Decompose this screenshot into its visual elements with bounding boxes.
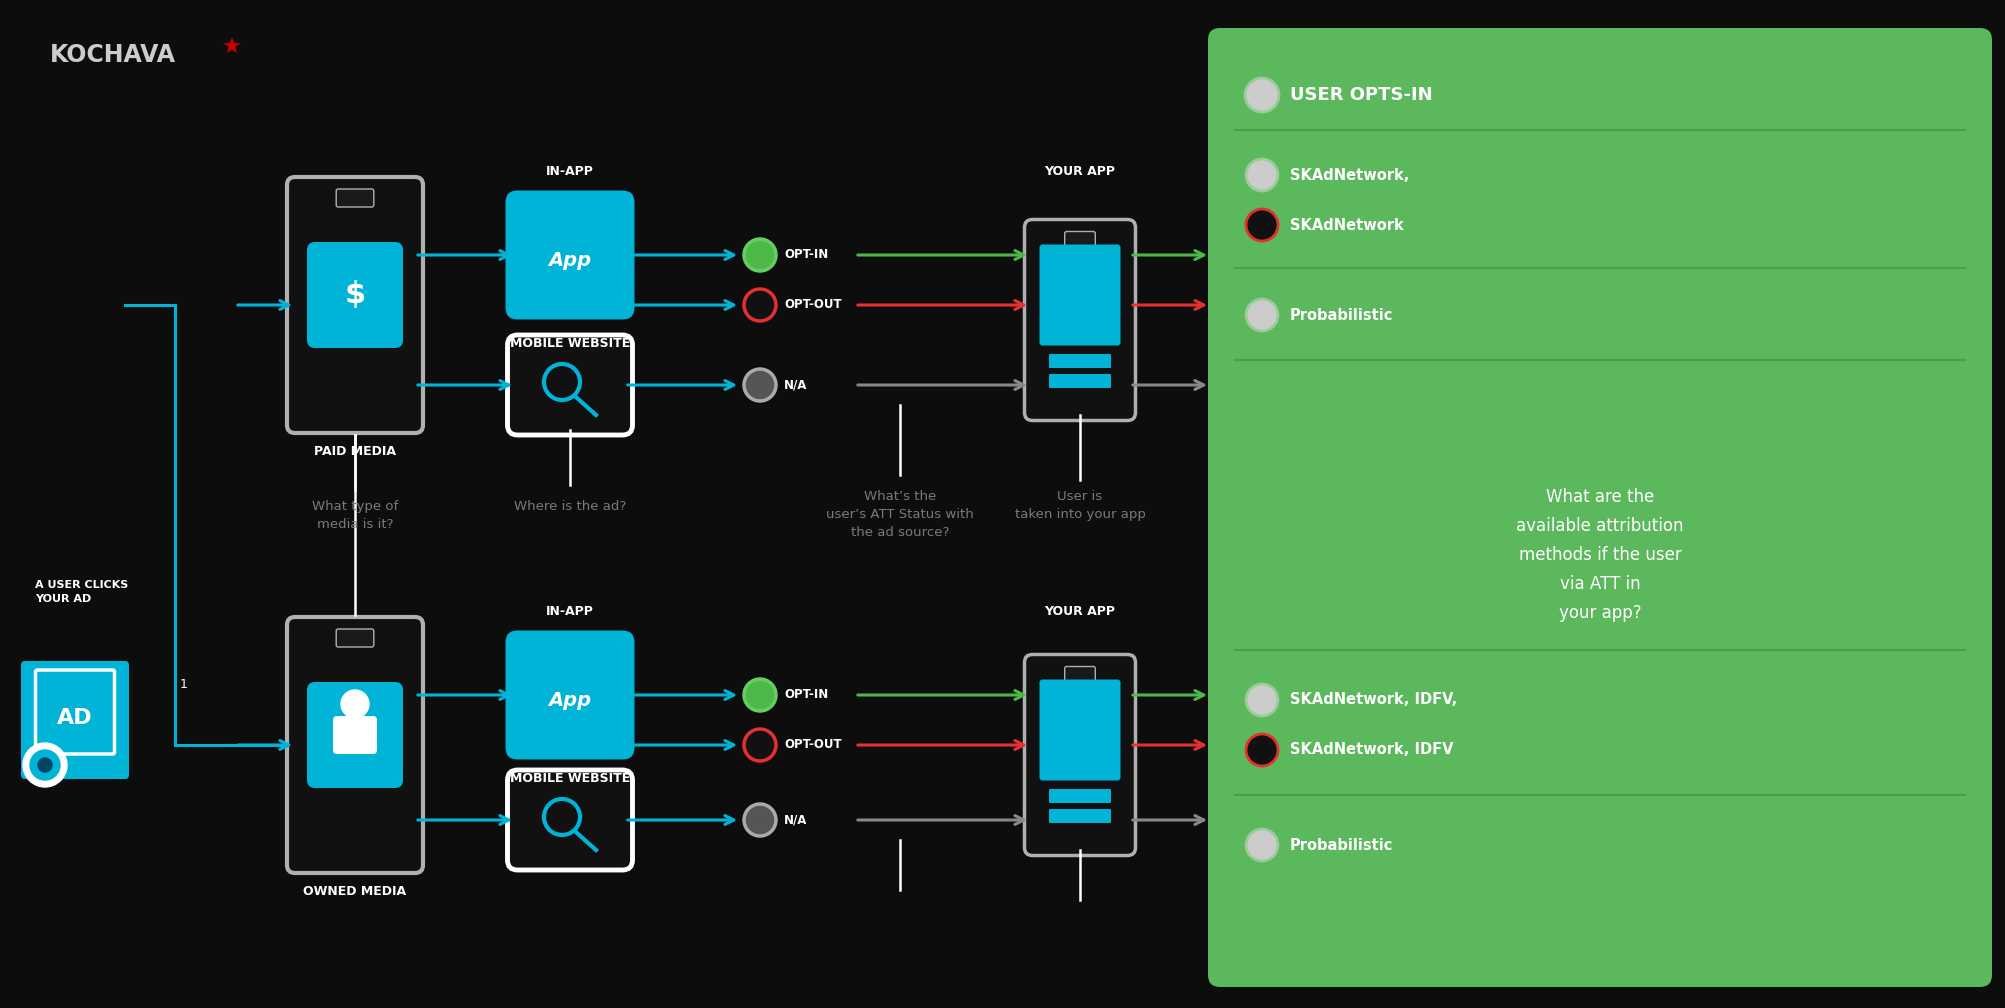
Circle shape — [1245, 78, 1279, 112]
FancyBboxPatch shape — [1049, 789, 1111, 803]
FancyBboxPatch shape — [1049, 809, 1111, 823]
Text: PAID MEDIA: PAID MEDIA — [315, 445, 397, 458]
Text: MOBILE WEBSITE: MOBILE WEBSITE — [509, 772, 630, 785]
Text: N/A: N/A — [784, 378, 808, 391]
Circle shape — [1245, 684, 1277, 716]
Circle shape — [744, 289, 776, 321]
FancyBboxPatch shape — [287, 177, 423, 433]
Circle shape — [1245, 209, 1277, 241]
FancyBboxPatch shape — [505, 191, 634, 320]
Circle shape — [744, 239, 776, 271]
Circle shape — [744, 729, 776, 761]
Text: IN-APP: IN-APP — [545, 165, 593, 178]
FancyBboxPatch shape — [337, 190, 373, 207]
Circle shape — [1245, 299, 1277, 331]
Text: OWNED MEDIA: OWNED MEDIA — [303, 885, 407, 898]
FancyBboxPatch shape — [1207, 28, 1993, 987]
Text: A USER CLICKS
YOUR AD: A USER CLICKS YOUR AD — [34, 580, 128, 604]
Circle shape — [1245, 829, 1277, 861]
Text: What’s the
user’s ATT Status with
the ad source?: What’s the user’s ATT Status with the ad… — [826, 490, 974, 539]
Text: What are the
available attribution
methods if the user
via ATT in
your app?: What are the available attribution metho… — [1516, 488, 1684, 622]
Text: AD: AD — [58, 708, 92, 728]
Text: IN-APP: IN-APP — [545, 605, 593, 618]
FancyBboxPatch shape — [1049, 354, 1111, 368]
FancyBboxPatch shape — [333, 716, 377, 754]
Circle shape — [744, 679, 776, 711]
Circle shape — [341, 690, 369, 718]
Text: User is
taken into your app: User is taken into your app — [1015, 490, 1145, 521]
FancyBboxPatch shape — [505, 630, 634, 759]
Text: What type of
media is it?: What type of media is it? — [313, 500, 399, 531]
FancyBboxPatch shape — [307, 242, 403, 348]
Text: SKAdNetwork: SKAdNetwork — [1289, 218, 1404, 233]
Text: USER OPTS-IN: USER OPTS-IN — [1289, 86, 1434, 104]
Text: YOUR APP: YOUR APP — [1045, 165, 1115, 178]
Text: ★: ★ — [223, 38, 243, 58]
Circle shape — [744, 804, 776, 836]
FancyBboxPatch shape — [307, 682, 403, 788]
Text: MOBILE WEBSITE: MOBILE WEBSITE — [509, 337, 630, 350]
FancyBboxPatch shape — [1025, 654, 1135, 856]
FancyBboxPatch shape — [507, 335, 632, 435]
FancyBboxPatch shape — [1065, 232, 1095, 250]
Text: Probabilistic: Probabilistic — [1289, 307, 1393, 323]
FancyBboxPatch shape — [20, 661, 128, 779]
FancyBboxPatch shape — [1039, 679, 1121, 780]
Circle shape — [1245, 734, 1277, 766]
Text: SKAdNetwork, IDFV,: SKAdNetwork, IDFV, — [1289, 692, 1458, 708]
FancyBboxPatch shape — [1025, 220, 1135, 420]
Text: 1: 1 — [180, 678, 188, 691]
Text: OPT-IN: OPT-IN — [784, 249, 828, 261]
FancyBboxPatch shape — [337, 629, 373, 647]
FancyBboxPatch shape — [1065, 666, 1095, 684]
Circle shape — [22, 743, 66, 787]
FancyBboxPatch shape — [1049, 374, 1111, 388]
FancyBboxPatch shape — [507, 770, 632, 870]
Text: Probabilistic: Probabilistic — [1289, 838, 1393, 853]
Circle shape — [30, 750, 60, 780]
Text: App: App — [549, 251, 591, 269]
Circle shape — [744, 369, 776, 401]
Text: KOCHAVA: KOCHAVA — [50, 43, 176, 67]
FancyBboxPatch shape — [287, 617, 423, 873]
Text: Where is the ad?: Where is the ad? — [513, 500, 626, 513]
Circle shape — [1245, 159, 1277, 191]
Text: N/A: N/A — [784, 813, 808, 827]
Circle shape — [38, 758, 52, 772]
Text: SKAdNetwork,: SKAdNetwork, — [1289, 167, 1410, 182]
Text: App: App — [549, 690, 591, 710]
Text: OPT-OUT: OPT-OUT — [784, 298, 842, 311]
Text: OPT-OUT: OPT-OUT — [784, 739, 842, 752]
Text: OPT-IN: OPT-IN — [784, 688, 828, 702]
Text: $: $ — [345, 280, 365, 309]
Text: YOUR APP: YOUR APP — [1045, 605, 1115, 618]
Text: SKAdNetwork, IDFV: SKAdNetwork, IDFV — [1289, 743, 1454, 757]
FancyBboxPatch shape — [1039, 245, 1121, 346]
